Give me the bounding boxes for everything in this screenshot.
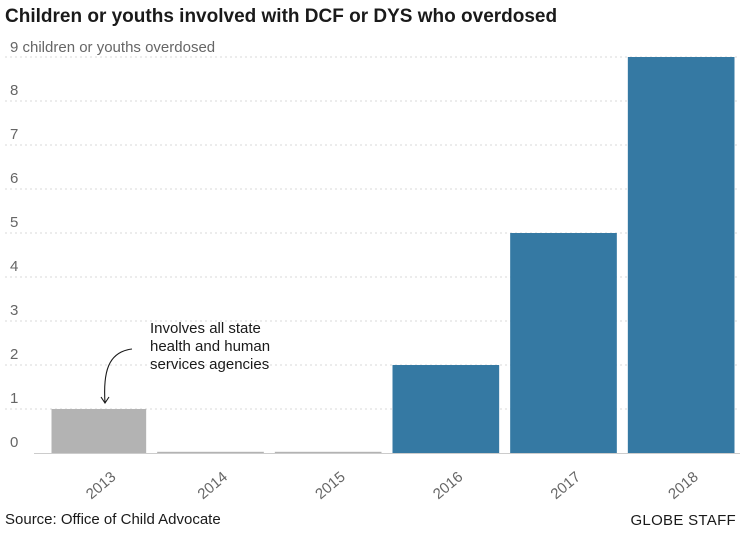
annotation-arrowhead	[100, 396, 110, 404]
bar-2017	[510, 233, 617, 453]
y-tick-label: 1	[10, 390, 18, 407]
y-tick-label: 2	[10, 346, 18, 363]
annotation-arrow	[104, 348, 133, 404]
y-tick-label: 3	[10, 302, 18, 319]
y-tick-label: 6	[10, 170, 18, 187]
source-note: Source: Office of Child Advocate	[5, 511, 221, 528]
y-tick-label: 7	[10, 126, 18, 143]
y-axis-unit-label: 9 children or youths overdosed	[10, 39, 215, 56]
y-tick-label: 0	[10, 434, 18, 451]
bar-2015	[274, 451, 382, 453]
chart-title: Children or youths involved with DCF or …	[5, 6, 558, 27]
x-tick-label: 2017	[548, 468, 584, 502]
bar-2013	[51, 409, 147, 453]
y-tick-label: 4	[10, 258, 18, 275]
y-tick-label: 8	[10, 82, 18, 99]
y-tick-label: 5	[10, 214, 18, 231]
x-tick-label: 2015	[312, 468, 348, 502]
x-tick-label: 2013	[83, 468, 119, 502]
x-tick-label: 2018	[665, 468, 701, 502]
x-tick-label: 2014	[195, 468, 231, 502]
annotation-line: services agencies	[150, 356, 269, 373]
bar-2018	[627, 57, 735, 453]
annotation-line: Involves all state	[150, 320, 261, 337]
bar-2016	[392, 365, 500, 453]
bar-2014	[157, 451, 264, 453]
credit-label: GLOBE STAFF	[630, 512, 736, 529]
annotation-line: health and human	[150, 338, 270, 355]
x-tick-label: 2016	[430, 468, 466, 502]
